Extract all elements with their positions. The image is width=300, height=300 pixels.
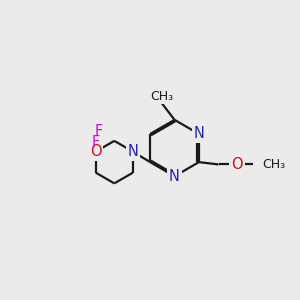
Text: CH₃: CH₃ (150, 89, 173, 103)
Text: F: F (91, 134, 100, 149)
Text: N: N (194, 126, 204, 141)
Text: O: O (231, 157, 243, 172)
Text: O: O (90, 144, 102, 159)
Text: N: N (127, 144, 138, 159)
Text: CH₃: CH₃ (262, 158, 285, 171)
Text: F: F (94, 124, 103, 139)
Text: N: N (169, 169, 180, 184)
